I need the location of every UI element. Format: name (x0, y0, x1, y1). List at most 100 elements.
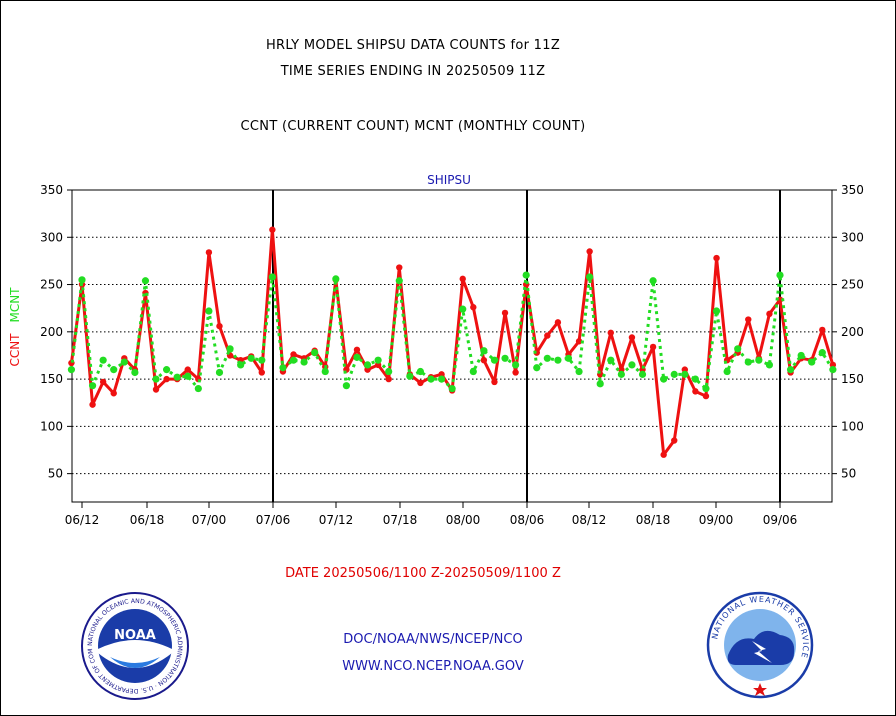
y-tick-label-right: 50 (841, 467, 856, 481)
x-tick-label: 08/18 (636, 513, 671, 527)
data-point-mcnt (755, 356, 763, 364)
data-point-mcnt (78, 276, 86, 284)
data-point-mcnt (184, 372, 192, 380)
x-tick-label: 07/00 (192, 513, 227, 527)
noaa-logo-icon: NATIONAL OCEANIC AND ATMOSPHERIC ADMINIS… (80, 591, 189, 700)
data-point-mcnt (226, 345, 234, 353)
data-point-mcnt (797, 351, 805, 360)
x-tick-label: 08/00 (446, 513, 481, 527)
y-tick-label-right: 100 (841, 419, 864, 433)
data-point-mcnt (765, 361, 774, 369)
nws-logo-icon: NATIONAL WEATHER SERVICE (706, 591, 814, 699)
x-tick-label: 06/18 (130, 513, 165, 527)
data-point-mcnt (385, 367, 393, 376)
data-point-mcnt (712, 307, 721, 315)
data-point-mcnt (564, 354, 573, 362)
x-tick-label: 08/06 (510, 513, 545, 527)
y-tick-label-left: 350 (40, 183, 63, 197)
data-point-mcnt (607, 356, 615, 364)
data-point-mcnt (268, 273, 276, 281)
data-point-mcnt (786, 366, 795, 374)
data-point-mcnt (660, 375, 668, 383)
data-point-ccnt (607, 329, 614, 336)
data-point-mcnt (237, 361, 245, 369)
plot-title: SHIPSU (427, 173, 471, 187)
data-point-ccnt (216, 322, 223, 330)
data-point-mcnt (638, 370, 647, 378)
data-point-mcnt (808, 358, 816, 366)
data-point-mcnt (279, 364, 287, 372)
series (67, 226, 837, 458)
data-point-mcnt (67, 366, 76, 374)
data-point-mcnt (247, 354, 255, 362)
data-point-mcnt (691, 375, 699, 383)
chart-title-line1: HRLY MODEL SHIPSU DATA COUNTS for 11Z (265, 38, 561, 53)
data-point-ccnt (692, 388, 699, 395)
data-point-mcnt (586, 273, 594, 281)
data-point-mcnt (258, 356, 266, 364)
data-point-mcnt (353, 353, 361, 361)
data-point-mcnt (448, 384, 456, 393)
data-point-mcnt (173, 373, 181, 381)
data-point-mcnt (543, 354, 551, 362)
data-point-mcnt (300, 358, 308, 366)
data-point-ccnt (512, 369, 519, 376)
data-point-mcnt (363, 361, 372, 369)
chart-title-line3: CCNT (CURRENT COUNT) MCNT (MONTHLY COUNT… (240, 119, 586, 134)
data-point-mcnt (416, 367, 425, 376)
data-point-ccnt (99, 378, 107, 386)
y-tick-label-right: 250 (841, 278, 864, 292)
data-point-ccnt (501, 309, 509, 317)
data-point-mcnt (829, 366, 837, 374)
data-point-mcnt (744, 358, 752, 366)
y-tick-label-right: 300 (841, 230, 864, 244)
data-point-mcnt (776, 271, 784, 279)
data-point-mcnt (501, 354, 509, 362)
data-point-mcnt (437, 375, 446, 383)
y-tick-label-right: 150 (841, 372, 864, 386)
data-point-mcnt (99, 356, 107, 364)
data-point-mcnt (311, 349, 319, 357)
y-axis-label-ccnt: CCNT (8, 333, 22, 367)
data-point-mcnt (723, 367, 731, 376)
data-point-ccnt (575, 338, 583, 345)
data-point-ccnt (819, 326, 826, 334)
data-point-mcnt (88, 382, 97, 390)
x-tick-label: 07/06 (256, 513, 291, 527)
data-point-mcnt (152, 375, 160, 383)
plot-frame (71, 189, 833, 503)
data-point-ccnt (89, 401, 96, 408)
data-point-mcnt (289, 356, 298, 364)
data-point-mcnt (490, 356, 499, 364)
series-line-ccnt (69, 228, 835, 457)
data-point-ccnt (385, 375, 392, 383)
data-point-ccnt (205, 249, 213, 256)
data-point-ccnt (544, 332, 551, 339)
data-point-mcnt (141, 277, 150, 285)
y-tick-label-left: 300 (40, 230, 63, 244)
data-point-mcnt (427, 375, 435, 383)
data-point-mcnt (205, 307, 213, 315)
website-link[interactable]: WWW.NCO.NCEP.NOAA.GOV (342, 659, 524, 674)
axes: 50 50 100 100 150 150 200 200 250 250 300 300 350 350… (40, 183, 864, 527)
data-point-mcnt (374, 356, 382, 364)
data-point-mcnt (120, 358, 128, 366)
y-tick-label-left: 250 (40, 278, 63, 292)
data-point-mcnt (194, 384, 202, 393)
data-point-mcnt (818, 349, 826, 357)
data-point-mcnt (110, 366, 118, 374)
data-point-mcnt (395, 277, 403, 285)
org-credit: DOC/NOAA/NWS/NCEP/NCO (343, 632, 523, 647)
data-point-ccnt (110, 390, 117, 397)
chart-title-line2: TIME SERIES ENDING IN 20250509 11Z (280, 64, 546, 79)
data-point-ccnt (184, 366, 191, 373)
y-tick-label-right: 200 (841, 325, 864, 339)
x-tick-label: 07/12 (319, 513, 354, 527)
data-point-ccnt (258, 369, 265, 376)
data-point-ccnt (745, 316, 752, 323)
data-point-mcnt (681, 370, 689, 378)
data-point-mcnt (554, 356, 562, 364)
data-point-ccnt (417, 379, 424, 387)
data-point-mcnt (649, 277, 657, 285)
